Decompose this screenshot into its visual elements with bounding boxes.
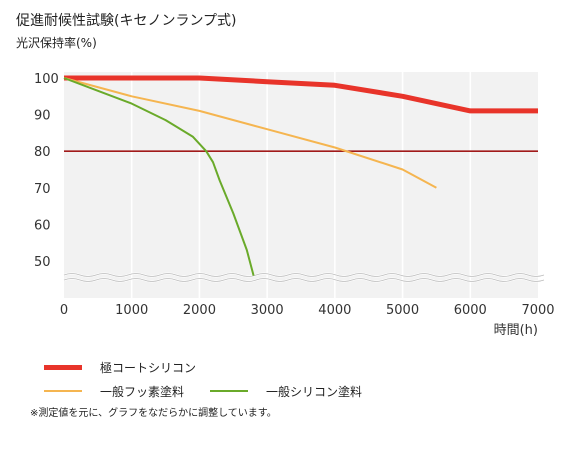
- chart-title: 促進耐候性試験(キセノンランプ式): [16, 13, 237, 29]
- x-tick-label-0: 0: [60, 303, 68, 318]
- legend-label-kiwami: 極コートシリコン: [100, 360, 197, 375]
- x-tick-label-2000: 2000: [183, 303, 216, 318]
- y-tick-label-100: 100: [34, 72, 59, 87]
- legend-label-silicone: 一般シリコン塗料: [266, 384, 363, 399]
- legend: 極コートシリコン 一般フッ素塗料 一般シリコン塗料: [44, 358, 362, 400]
- x-axis-label: 時間(h): [494, 323, 538, 338]
- y-tick-label-70: 70: [34, 182, 51, 197]
- x-tick-label-1000: 1000: [115, 303, 148, 318]
- legend-item-fluorine: 一般フッ素塗料: [44, 383, 210, 400]
- legend-swatch-fluorine: [44, 390, 82, 392]
- axis-break-outline-1: [63, 278, 545, 282]
- legend-item-silicone: 一般シリコン塗料: [210, 383, 362, 400]
- y-axis-label: 光沢保持率(%): [16, 36, 97, 50]
- legend-item-kiwami: 極コートシリコン: [44, 358, 362, 376]
- x-tick-label-6000: 6000: [454, 303, 487, 318]
- x-tick-label-5000: 5000: [386, 303, 419, 318]
- x-tick-label-4000: 4000: [318, 303, 351, 318]
- y-tick-label-60: 60: [34, 218, 51, 233]
- y-tick-label-90: 90: [34, 109, 51, 124]
- axis-break-outline-0: [63, 273, 545, 277]
- x-tick-label-3000: 3000: [251, 303, 284, 318]
- chart-note: ※測定値を元に、グラフをなだらかに調整しています。: [30, 408, 277, 419]
- y-tick-label-80: 80: [34, 145, 51, 160]
- series-line-fluorine: [63, 77, 437, 189]
- legend-label-fluorine: 一般フッ素塗料: [100, 384, 185, 399]
- series-line-silicone: [63, 77, 255, 276]
- legend-swatch-silicone: [210, 390, 248, 392]
- x-tick-label-7000: 7000: [521, 303, 554, 318]
- legend-swatch-kiwami: [44, 364, 82, 370]
- y-tick-label-50: 50: [34, 255, 51, 270]
- series-line-kiwami-coat-silicone: [64, 75, 538, 114]
